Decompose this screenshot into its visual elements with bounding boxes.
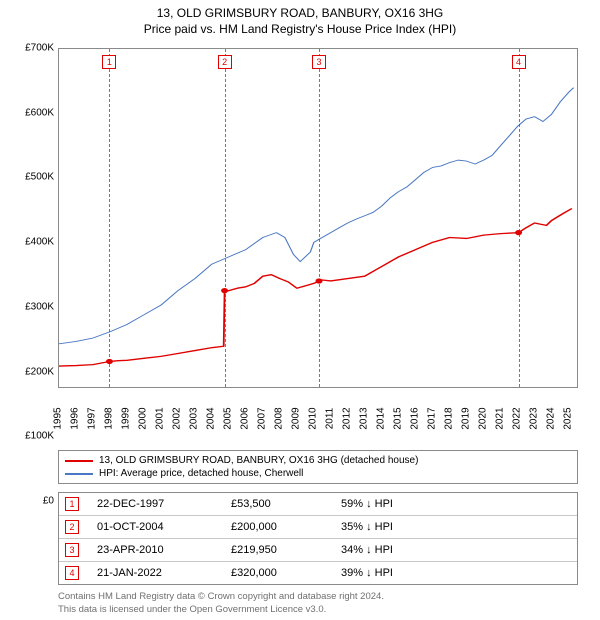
x-tick-label: 1997 (86, 408, 97, 430)
footer-line-1: Contains HM Land Registry data © Crown c… (58, 591, 590, 603)
transaction-marker: 2 (65, 520, 79, 534)
transaction-date: 23-APR-2010 (97, 544, 231, 556)
reference-marker-box: 3 (312, 55, 326, 69)
x-tick-label: 2017 (426, 408, 437, 430)
footer-line-2: This data is licensed under the Open Gov… (58, 604, 590, 616)
chart-area: 1234 £0£100K£200K£300K£400K£500K£600K£70… (10, 44, 590, 444)
x-tick-label: 1998 (103, 408, 114, 430)
transaction-price: £200,000 (231, 521, 341, 533)
reference-marker-box: 2 (218, 55, 232, 69)
legend-swatch (65, 460, 93, 462)
x-tick-label: 1996 (69, 408, 80, 430)
plot-region: 1 2 3 4 (58, 48, 578, 388)
x-tick-label: 2023 (528, 408, 539, 430)
x-tick-label: 2007 (256, 408, 267, 430)
x-tick-label: 2025 (562, 408, 573, 430)
transaction-vs-hpi: 39% ↓ HPI (341, 567, 571, 579)
reference-line (109, 49, 110, 387)
transaction-marker: 3 (65, 543, 79, 557)
transactions-table: 1 22-DEC-1997£53,50059% ↓ HPI 2 01-OCT-2004… (58, 492, 578, 585)
legend-label: 13, OLD GRIMSBURY ROAD, BANBURY, OX16 3H… (99, 455, 418, 466)
page-subtitle: Price paid vs. HM Land Registry's House … (10, 22, 590, 36)
transaction-marker: 1 (65, 497, 79, 511)
legend-swatch (65, 473, 93, 475)
series-line (59, 209, 572, 367)
x-tick-label: 2001 (154, 408, 165, 430)
x-tick-label: 2018 (443, 408, 454, 430)
transaction-price: £53,500 (231, 498, 341, 510)
table-row: 1 22-DEC-1997£53,50059% ↓ HPI (59, 493, 577, 516)
y-tick-label: £200K (10, 366, 54, 377)
x-tick-label: 2009 (290, 408, 301, 430)
reference-line (225, 49, 226, 387)
transaction-date: 21-JAN-2022 (97, 567, 231, 579)
x-tick-label: 2015 (392, 408, 403, 430)
x-tick-label: 2011 (324, 408, 335, 430)
legend: 13, OLD GRIMSBURY ROAD, BANBURY, OX16 3H… (58, 450, 578, 484)
y-tick-label: £700K (10, 43, 54, 54)
x-tick-label: 2004 (205, 408, 216, 430)
series-line (59, 88, 574, 344)
reference-marker-box: 1 (102, 55, 116, 69)
x-tick-label: 2024 (545, 408, 556, 430)
transaction-marker: 4 (65, 566, 79, 580)
x-tick-label: 2002 (171, 408, 182, 430)
x-tick-label: 1995 (53, 408, 64, 430)
page-title: 13, OLD GRIMSBURY ROAD, BANBURY, OX16 3H… (10, 6, 590, 20)
transaction-vs-hpi: 35% ↓ HPI (341, 521, 571, 533)
series-svg (59, 49, 577, 387)
x-tick-label: 2022 (511, 408, 522, 430)
x-tick-label: 2010 (307, 408, 318, 430)
x-tick-label: 1999 (120, 408, 131, 430)
x-tick-label: 2003 (188, 408, 199, 430)
table-row: 4 21-JAN-2022£320,00039% ↓ HPI (59, 562, 577, 584)
page-root: 13, OLD GRIMSBURY ROAD, BANBURY, OX16 3H… (0, 0, 600, 620)
y-tick-label: £600K (10, 107, 54, 118)
y-tick-label: £500K (10, 172, 54, 183)
reference-line (319, 49, 320, 387)
x-tick-label: 2008 (273, 408, 284, 430)
reference-marker-box: 4 (512, 55, 526, 69)
x-tick-label: 2012 (341, 408, 352, 430)
transaction-price: £219,950 (231, 544, 341, 556)
legend-label: HPI: Average price, detached house, Cher… (99, 468, 303, 479)
x-tick-label: 2005 (222, 408, 233, 430)
x-tick-label: 2013 (358, 408, 369, 430)
y-tick-label: £400K (10, 237, 54, 248)
y-tick-label: £100K (10, 431, 54, 442)
table-row: 3 23-APR-2010£219,95034% ↓ HPI (59, 539, 577, 562)
table-row: 2 01-OCT-2004£200,00035% ↓ HPI (59, 516, 577, 539)
transaction-date: 22-DEC-1997 (97, 498, 231, 510)
y-tick-label: £300K (10, 301, 54, 312)
x-tick-label: 2020 (477, 408, 488, 430)
transaction-price: £320,000 (231, 567, 341, 579)
x-tick-label: 2021 (494, 408, 505, 430)
transaction-vs-hpi: 34% ↓ HPI (341, 544, 571, 556)
footer-attribution: Contains HM Land Registry data © Crown c… (58, 591, 590, 616)
x-tick-label: 2014 (375, 408, 386, 430)
x-tick-label: 2000 (137, 408, 148, 430)
x-tick-label: 2016 (409, 408, 420, 430)
x-tick-label: 2006 (239, 408, 250, 430)
x-tick-label: 2019 (460, 408, 471, 430)
y-tick-label: £0 (10, 496, 54, 507)
transaction-date: 01-OCT-2004 (97, 521, 231, 533)
legend-row: HPI: Average price, detached house, Cher… (65, 468, 571, 479)
legend-row: 13, OLD GRIMSBURY ROAD, BANBURY, OX16 3H… (65, 455, 571, 466)
transaction-vs-hpi: 59% ↓ HPI (341, 498, 571, 510)
title-block: 13, OLD GRIMSBURY ROAD, BANBURY, OX16 3H… (10, 6, 590, 36)
reference-line (519, 49, 520, 387)
